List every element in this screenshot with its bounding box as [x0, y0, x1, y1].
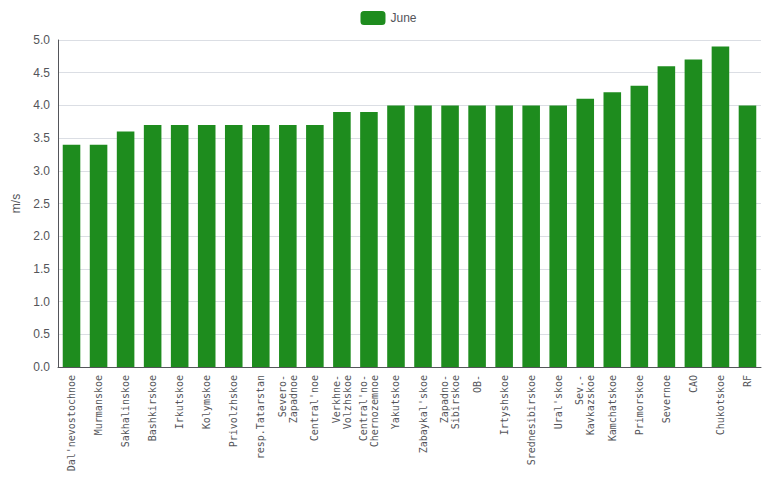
- svg-text:Volzhskoe: Volzhskoe: [342, 375, 353, 429]
- svg-text:Kamchatskoe: Kamchatskoe: [607, 375, 618, 441]
- svg-text:Dal'nevostochnoe: Dal'nevostochnoe: [66, 375, 77, 471]
- svg-text:Chernozemnoe: Chernozemnoe: [369, 375, 380, 447]
- svg-text:Bashkirskoe: Bashkirskoe: [147, 375, 158, 441]
- svg-text:Privolzhskoe: Privolzhskoe: [228, 375, 239, 447]
- svg-text:Chukotskoe: Chukotskoe: [715, 375, 726, 435]
- svg-text:Ural'skoe: Ural'skoe: [553, 375, 564, 429]
- svg-text:June: June: [390, 11, 416, 25]
- svg-text:RF: RF: [742, 375, 753, 387]
- svg-text:0.5: 0.5: [33, 327, 50, 341]
- svg-text:Verkhne-: Verkhne-: [331, 375, 342, 423]
- svg-text:Severo-: Severo-: [277, 375, 288, 417]
- svg-text:Yakutskoe: Yakutskoe: [390, 375, 401, 429]
- svg-text:2.0: 2.0: [33, 229, 50, 243]
- svg-text:1.5: 1.5: [33, 262, 50, 276]
- svg-text:CAO: CAO: [688, 375, 699, 393]
- svg-text:Zapadno-: Zapadno-: [439, 375, 450, 423]
- svg-text:Sibirskoe: Sibirskoe: [450, 375, 461, 429]
- svg-text:Murmanskoe: Murmanskoe: [93, 375, 104, 435]
- svg-text:Kavkazskoe: Kavkazskoe: [585, 375, 596, 435]
- svg-text:Central'no-: Central'no-: [358, 375, 369, 441]
- svg-text:Irtyshskoe: Irtyshskoe: [499, 375, 510, 435]
- svg-text:OB-: OB-: [472, 375, 483, 393]
- svg-text:3.0: 3.0: [33, 164, 50, 178]
- svg-text:5.0: 5.0: [33, 33, 50, 47]
- svg-text:Primorskoe: Primorskoe: [634, 375, 645, 435]
- svg-text:Kolymskoe: Kolymskoe: [201, 375, 212, 429]
- svg-text:2.5: 2.5: [33, 197, 50, 211]
- svg-text:m/s: m/s: [9, 194, 23, 213]
- svg-text:Central'noe: Central'noe: [309, 375, 320, 441]
- svg-text:Severnoe: Severnoe: [661, 375, 672, 423]
- svg-text:3.5: 3.5: [33, 131, 50, 145]
- svg-text:resp.Tatarstan: resp.Tatarstan: [255, 375, 266, 459]
- svg-text:Sev.-: Sev.-: [574, 375, 585, 405]
- svg-text:Srednesibirskoe: Srednesibirskoe: [526, 375, 537, 465]
- svg-text:Irkutskoe: Irkutskoe: [174, 375, 185, 429]
- svg-text:Zabaykal'skoe: Zabaykal'skoe: [418, 375, 429, 453]
- svg-text:4.0: 4.0: [33, 98, 50, 112]
- svg-text:4.5: 4.5: [33, 66, 50, 80]
- svg-text:Sakhalinskoe: Sakhalinskoe: [120, 375, 131, 447]
- svg-text:0.0: 0.0: [33, 360, 50, 374]
- svg-text:Zapadnoe: Zapadnoe: [288, 375, 299, 423]
- svg-text:1.0: 1.0: [33, 295, 50, 309]
